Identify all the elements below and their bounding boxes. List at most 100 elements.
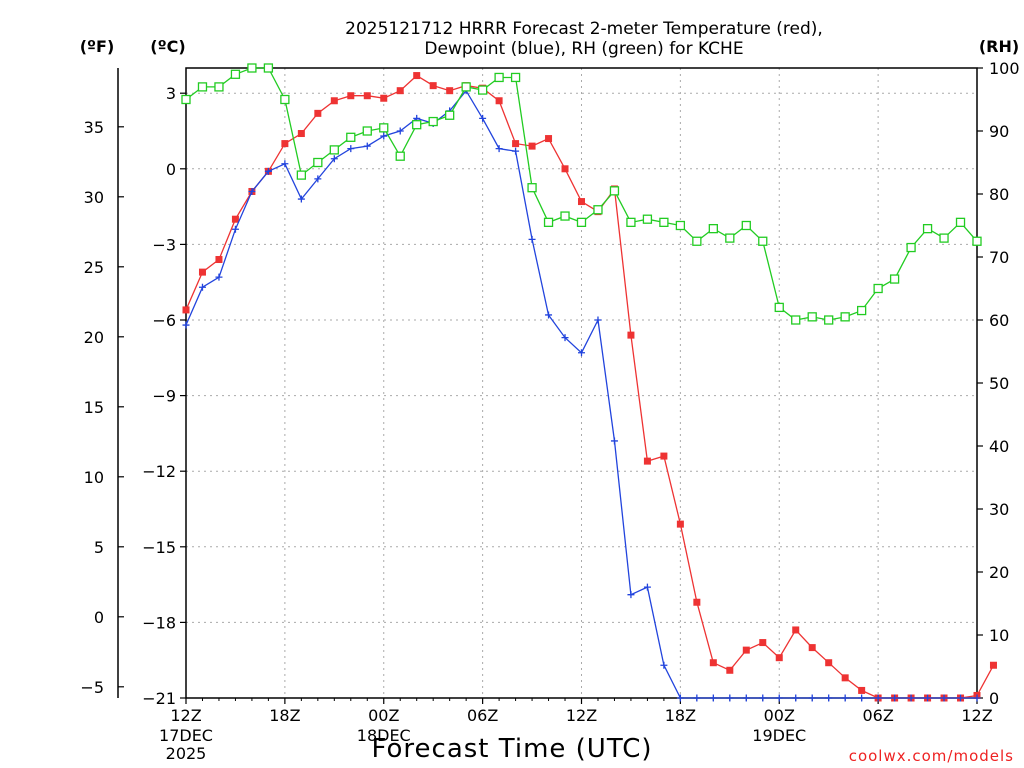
dewpoint-point [281, 160, 289, 168]
temperature-point [347, 92, 355, 100]
x-tick-label: 18Z [665, 706, 696, 725]
f-tick-label: 30 [84, 188, 104, 207]
relative-humidity-point [181, 94, 191, 105]
relative-humidity-point [873, 283, 883, 294]
chart-title-line2: Dewpoint (blue), RH (green) for KCHE [424, 39, 743, 59]
temperature-point [413, 72, 421, 80]
temperature-point [858, 686, 866, 694]
temperature-point [643, 457, 651, 465]
dewpoint-point [891, 694, 899, 702]
relative-humidity-point [626, 217, 636, 228]
dewpoint-point [330, 155, 338, 163]
temperature-point [182, 306, 190, 314]
relative-humidity-point [214, 82, 224, 92]
temperature-point [792, 626, 800, 634]
temperature-point [215, 256, 223, 264]
temperature-point [578, 198, 585, 206]
x-tick-label: 06Z [467, 706, 498, 725]
relative-humidity-point [576, 217, 587, 228]
dewpoint-point [973, 694, 981, 702]
rh-tick-label: 0 [989, 689, 999, 708]
dewpoint-point [676, 694, 684, 702]
dewpoint-point [759, 694, 767, 702]
relative-humidity-point [362, 126, 372, 136]
temperature-point [545, 135, 553, 143]
c-tick-label: −6 [152, 311, 176, 330]
relative-humidity-point [807, 312, 817, 322]
dewpoint-point [578, 349, 585, 357]
temperature-point [528, 142, 536, 150]
temperature-point [198, 268, 206, 276]
dewpoint-point [528, 235, 536, 243]
dewpoint-point [924, 694, 932, 702]
dewpoint-point [940, 694, 948, 702]
c-tick-label: −9 [152, 387, 176, 406]
rh-tick-label: 80 [989, 185, 1009, 204]
chart-title-line1: 2025121712 HRRR Forecast 2-meter Tempera… [345, 19, 823, 39]
dewpoint-point [495, 145, 503, 153]
dewpoint-point [297, 195, 305, 203]
f-tick-label: 25 [84, 258, 104, 277]
relative-humidity-point [692, 236, 702, 246]
axis-ticks: 30−3−6−9−12−15−18−2135302520151050−51009… [80, 59, 1019, 763]
dewpoint-point [643, 583, 651, 591]
c-tick-label: 3 [166, 84, 176, 103]
rh-tick-label: 40 [989, 437, 1009, 456]
dewpoint-point [594, 316, 602, 324]
relative-humidity-point [824, 315, 834, 325]
temperature-point [314, 109, 322, 117]
relative-humidity-point [510, 72, 521, 83]
temperature-point [231, 215, 239, 223]
x-date-label: 18DEC [357, 726, 411, 745]
temperature-point [726, 666, 734, 674]
temperature-point [693, 598, 701, 606]
gridlines [186, 68, 977, 698]
x-tick-label: 12Z [170, 706, 201, 725]
rh-unit-label: (RH) [979, 37, 1019, 56]
dewpoint-point [627, 591, 635, 599]
x-tick-label: 00Z [764, 706, 795, 725]
relative-humidity-point [856, 305, 867, 316]
dewpoint-point [808, 694, 816, 702]
f-tick-label: 5 [94, 538, 104, 557]
f-tick-label: 35 [84, 118, 104, 137]
relative-humidity-point [329, 145, 339, 155]
dewpoint-point [792, 694, 800, 702]
temperature-point [742, 646, 750, 654]
dewpoint-point [231, 225, 239, 233]
rh-tick-label: 10 [989, 626, 1009, 645]
relative-humidity-point [197, 82, 208, 92]
relative-humidity-point [379, 123, 389, 133]
x-tick-label: 00Z [368, 706, 399, 725]
f-tick-label: 0 [94, 608, 104, 627]
temperature-point [676, 520, 684, 528]
relative-humidity-point [889, 274, 900, 284]
relative-humidity-point [296, 170, 307, 180]
temperature-point [759, 639, 767, 647]
series-layer [181, 63, 997, 702]
x-axis-title: Forecast Time (UTC) [371, 734, 652, 764]
dewpoint-point [545, 311, 553, 319]
fahrenheit-unit-label: (ºF) [80, 37, 115, 56]
temperature-point [841, 674, 849, 682]
relative-humidity-point [939, 233, 949, 243]
x-year-label: 2025 [166, 744, 207, 763]
c-tick-label: −12 [142, 462, 176, 481]
temperature-point [363, 92, 371, 100]
dewpoint-point [479, 114, 487, 122]
relative-humidity-point [346, 132, 356, 142]
dewpoint-point [248, 187, 256, 195]
dewpoint-point [610, 437, 618, 445]
relative-humidity-point [461, 82, 471, 92]
dewpoint-point [858, 694, 866, 702]
relative-humidity-point [445, 110, 455, 120]
temperature-point [561, 165, 569, 173]
x-tick-label: 12Z [961, 706, 992, 725]
temperature-point [512, 140, 520, 148]
temperature-point [396, 87, 404, 95]
dewpoint-point [314, 175, 322, 183]
temperature-point [808, 644, 816, 652]
relative-humidity-point [708, 223, 718, 234]
dewpoint-point [561, 334, 569, 342]
relative-humidity-point [972, 236, 982, 246]
